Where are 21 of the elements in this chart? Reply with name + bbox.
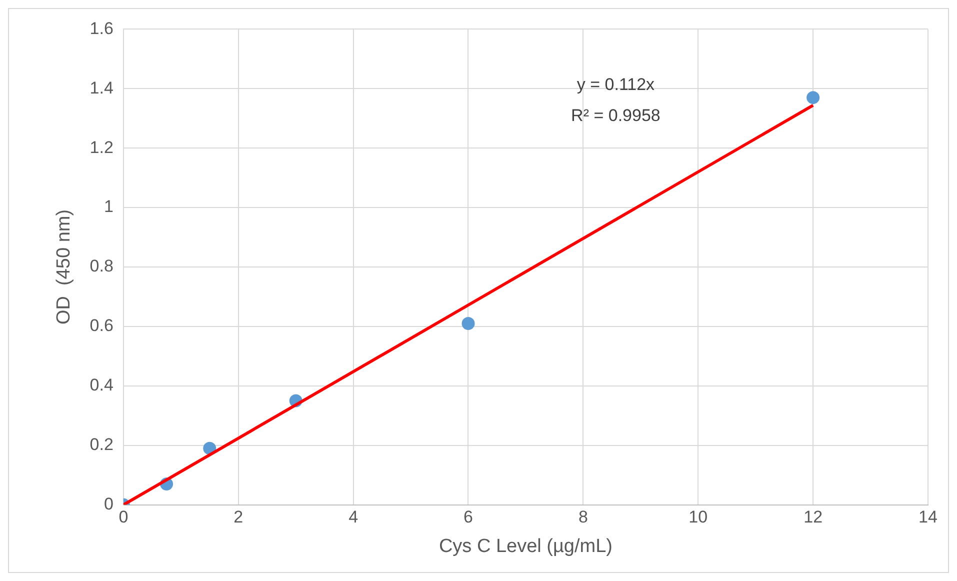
y-tick-label: 1.6 [90,18,114,38]
x-tick-label: 14 [918,508,938,527]
y-tick-label: 1.2 [90,138,114,157]
x-axis-title: Cys C Level (µg/mL) [438,536,612,557]
x-tick-label: 4 [348,508,358,527]
y-tick-label: 0.2 [90,435,114,454]
y-axis-title: OD (450 nm) [54,209,75,325]
annotation: R² = 0.9958 [571,106,660,125]
y-tick-label: 0.4 [90,376,114,395]
y-tick-label: 0 [104,494,114,514]
x-tick-label: 2 [234,508,244,527]
x-tick-label: 10 [688,508,708,527]
x-tick-label: 0 [118,508,128,527]
x-tick-label: 6 [464,508,473,527]
y-tick-label: 1.4 [90,78,114,98]
y-tick-label: 1 [104,197,114,216]
x-tick-label: 8 [578,508,588,527]
x-tick-label: 12 [804,508,823,527]
annotation: y = 0.112x [576,74,656,94]
y-tick-label: 0.8 [90,256,114,276]
y-tick-label: 0.6 [90,316,114,336]
